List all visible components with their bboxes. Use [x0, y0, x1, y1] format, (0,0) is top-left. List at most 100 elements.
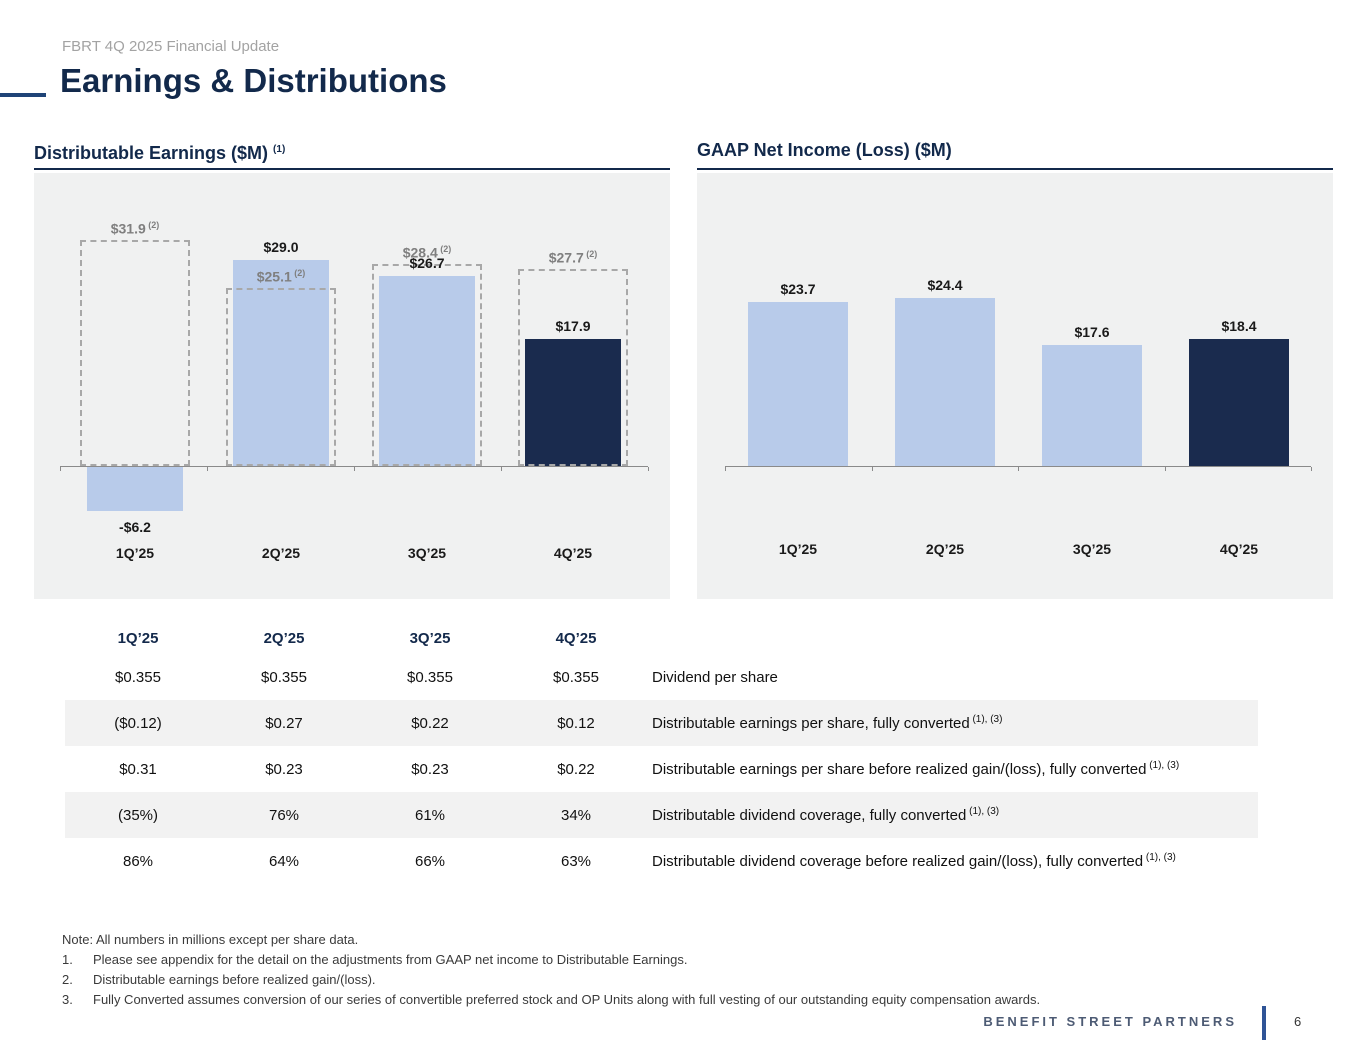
table-cell: $0.355 [115, 668, 161, 686]
table-cell: $0.31 [119, 760, 157, 778]
axis-tick [501, 467, 502, 471]
row-label-text: Distributable earnings per share, fully … [652, 715, 970, 732]
axis-tick [60, 467, 61, 471]
target-outline-bar [518, 269, 628, 466]
footnote-marker: (1), (3) [1146, 760, 1180, 771]
table-cell: $0.355 [553, 668, 599, 686]
table-cell: ($0.12) [114, 714, 162, 732]
footnote-marker: (2) [291, 268, 306, 278]
category-label: 3Q’25 [407, 545, 447, 561]
table-cell: $0.23 [265, 760, 303, 778]
x-axis [725, 466, 1311, 467]
bar-value-label: $18.4 [1221, 318, 1257, 334]
column-header: 1Q’25 [117, 629, 159, 647]
category-label: 1Q’25 [778, 541, 818, 557]
footnote-2: 2. Distributable earnings before realized… [62, 970, 1040, 990]
table-row: ($0.12) $0.27 $0.22 $0.12 Distributable earn… [65, 700, 1258, 746]
gaap-net-income-chart: GAAP Net Income (Loss) ($M) 1Q’25 2Q’25 3Q… [697, 138, 1333, 599]
table-header-row: 1Q’25 2Q’25 3Q’25 4Q’25 [65, 622, 1258, 654]
table-row: (35%) 76% 61% 34% Distributable dividend cov… [65, 792, 1258, 838]
row-label: Distributable earnings per share, fully … [649, 714, 1258, 732]
table-row: $0.31 $0.23 $0.23 $0.22 Distributable earnin… [65, 746, 1258, 792]
column-header: 2Q’25 [263, 629, 305, 647]
bar-value-label: $17.9 [555, 318, 591, 334]
table-cell: 76% [268, 806, 300, 824]
bar-value-label: $23.7 [780, 281, 816, 297]
row-label: Distributable dividend coverage, fully c… [649, 806, 1258, 824]
table-row: $0.355 $0.355 $0.355 $0.355 Dividend per sha… [65, 654, 1258, 700]
footnote-marker: (1), (3) [1143, 852, 1176, 863]
category-label: 3Q’25 [1072, 541, 1112, 557]
table-cell: 86% [122, 852, 154, 870]
row-label-text: Distributable earnings per share before … [652, 761, 1147, 778]
axis-tick [354, 467, 355, 471]
table-cell: (35%) [117, 806, 158, 824]
table-cell: $0.23 [411, 760, 449, 778]
table-cell: 63% [560, 852, 592, 870]
distributable-earnings-plot-area: 1Q’25 2Q’25 3Q’25 4Q’25 -$6.2 $29.0 $26.7 $17.9… [34, 173, 670, 599]
chart-title-rule [697, 168, 1333, 170]
footnote-text: Fully Converted assumes conversion of ou… [93, 992, 1041, 1007]
value-bar [233, 260, 329, 466]
value-bar [748, 302, 848, 466]
axis-tick [1165, 467, 1166, 471]
footnote-text: Please see appendix for the detail on th… [93, 952, 688, 967]
distributable-earnings-chart: Distributable Earnings ($M) (1) 1Q’25 2Q’… [34, 138, 670, 599]
table-cell: 61% [414, 806, 446, 824]
dashed-bar-value-label: $28.4 (2) [402, 244, 452, 261]
footnote-number: 1. [62, 952, 73, 967]
table-row: 86% 64% 66% 63% Distributable dividend cover… [65, 838, 1258, 884]
value-bar [87, 467, 183, 511]
page-number: 6 [1294, 1014, 1302, 1029]
category-label: 4Q’25 [1219, 541, 1259, 557]
chart-title-distributable-earnings: Distributable Earnings ($M) (1) [34, 138, 670, 163]
page-title: Earnings & Distributions [60, 62, 447, 99]
table-cell: $0.22 [557, 760, 595, 778]
footer-divider [1262, 1006, 1266, 1040]
footnote-3: 3. Fully Converted assumes conversion of … [62, 990, 1040, 1010]
value-bar [895, 298, 995, 466]
row-label-text: Distributable dividend coverage, fully c… [652, 807, 967, 824]
chart-title-gaap-net-income: GAAP Net Income (Loss) ($M) [697, 138, 1333, 162]
target-outline-bar [372, 264, 482, 466]
footnotes: Note: All numbers in millions except per… [62, 930, 1040, 1010]
metrics-table: 1Q’25 2Q’25 3Q’25 4Q’25 $0.355 $0.355 $0.355 $0… [65, 622, 1258, 884]
table-cell: $0.27 [265, 714, 303, 732]
value-bar [1042, 345, 1142, 466]
value-bar [1189, 339, 1289, 466]
footnote-number: 2. [62, 972, 73, 987]
table-cell: $0.355 [261, 668, 307, 686]
row-label: Distributable dividend coverage before r… [649, 852, 1258, 870]
column-header: 4Q’25 [555, 629, 597, 647]
category-label: 1Q’25 [115, 545, 155, 561]
axis-tick [1018, 467, 1019, 471]
dashed-bar-value-label: $25.1 (2) [256, 268, 306, 285]
category-label: 2Q’25 [261, 545, 301, 561]
x-axis [60, 466, 648, 467]
gaap-net-income-plot-area: 1Q’25 2Q’25 3Q’25 4Q’25 $23.7 $24.4 $17.6 $18.4 [697, 173, 1333, 599]
footnote-marker: (2) [437, 244, 452, 254]
footnote-marker: (1), (3) [966, 806, 1000, 817]
row-label: Dividend per share [649, 669, 1258, 686]
axis-tick [725, 467, 726, 471]
table-cell: 64% [268, 852, 300, 870]
category-label: 4Q’25 [553, 545, 593, 561]
footnote-marker: (2) [583, 249, 598, 259]
row-label-text: Dividend per share [652, 668, 778, 686]
axis-tick [648, 467, 649, 471]
axis-tick [1311, 467, 1312, 471]
table-cell: $0.355 [407, 668, 453, 686]
axis-tick [872, 467, 873, 471]
bar-value-label: $26.7 [409, 255, 445, 271]
footnote-marker: (2) [145, 220, 160, 230]
note-intro: Note: All numbers in millions except per… [62, 932, 359, 947]
table-cell: $0.22 [411, 714, 449, 732]
category-label: 2Q’25 [925, 541, 965, 557]
chart-title-rule [34, 168, 670, 170]
footnote-text: Distributable earnings before realized g… [93, 972, 376, 987]
eyebrow-subtitle: FBRT 4Q 2025 Financial Update [62, 38, 280, 55]
dashed-bar-value-label: $31.9 (2) [110, 220, 160, 237]
table-cell: $0.12 [557, 714, 595, 732]
target-outline-bar [80, 240, 190, 466]
